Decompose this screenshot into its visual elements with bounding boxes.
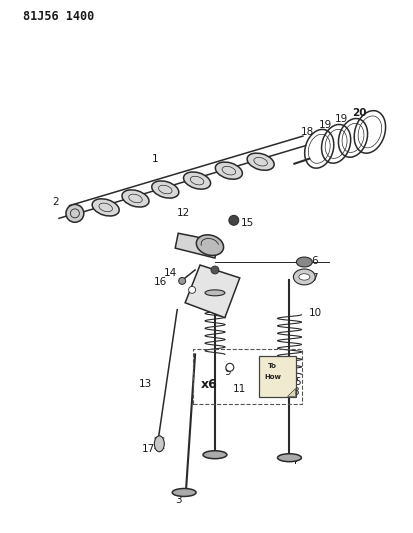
Text: 11: 11: [233, 384, 247, 394]
Text: How: How: [265, 374, 282, 380]
Ellipse shape: [299, 274, 310, 280]
Ellipse shape: [215, 162, 242, 179]
Circle shape: [229, 215, 239, 225]
Bar: [193, 350, 302, 404]
Text: 14: 14: [164, 268, 177, 278]
Ellipse shape: [122, 190, 149, 207]
Circle shape: [179, 277, 185, 285]
Ellipse shape: [282, 374, 297, 384]
Text: 19: 19: [335, 114, 348, 124]
Polygon shape: [175, 233, 218, 258]
Text: 13: 13: [139, 379, 152, 389]
Text: 6: 6: [311, 256, 318, 266]
Text: 7: 7: [311, 273, 318, 283]
Ellipse shape: [293, 269, 315, 285]
Polygon shape: [287, 388, 295, 396]
Circle shape: [66, 205, 84, 222]
Text: 4: 4: [290, 456, 297, 466]
Text: 17: 17: [142, 444, 155, 454]
FancyBboxPatch shape: [259, 356, 296, 397]
Ellipse shape: [154, 436, 164, 452]
Text: 12: 12: [176, 208, 190, 219]
Circle shape: [226, 364, 234, 372]
Polygon shape: [185, 265, 240, 318]
Text: 1: 1: [152, 154, 159, 164]
Text: 16: 16: [154, 277, 167, 287]
Text: To: To: [268, 364, 276, 369]
Text: 15: 15: [241, 219, 254, 228]
Ellipse shape: [172, 489, 196, 496]
Circle shape: [189, 286, 196, 293]
Ellipse shape: [196, 235, 223, 255]
Text: 81J56 1400: 81J56 1400: [23, 10, 95, 23]
Ellipse shape: [297, 257, 312, 267]
Ellipse shape: [247, 153, 274, 171]
Ellipse shape: [183, 172, 211, 189]
Ellipse shape: [205, 290, 225, 296]
Ellipse shape: [92, 199, 119, 216]
Text: 10: 10: [309, 308, 322, 318]
Ellipse shape: [283, 383, 295, 391]
Text: x6: x6: [201, 378, 218, 391]
Ellipse shape: [152, 181, 179, 198]
Text: 3: 3: [175, 495, 181, 505]
Text: 20: 20: [352, 108, 366, 118]
Text: 5: 5: [294, 377, 301, 387]
Ellipse shape: [203, 451, 227, 459]
Text: 9: 9: [225, 367, 231, 377]
Text: 8: 8: [292, 387, 299, 397]
Text: 19: 19: [318, 120, 332, 130]
Ellipse shape: [278, 454, 301, 462]
Circle shape: [211, 266, 219, 274]
Text: 2: 2: [53, 197, 59, 207]
Text: 18: 18: [301, 127, 314, 137]
